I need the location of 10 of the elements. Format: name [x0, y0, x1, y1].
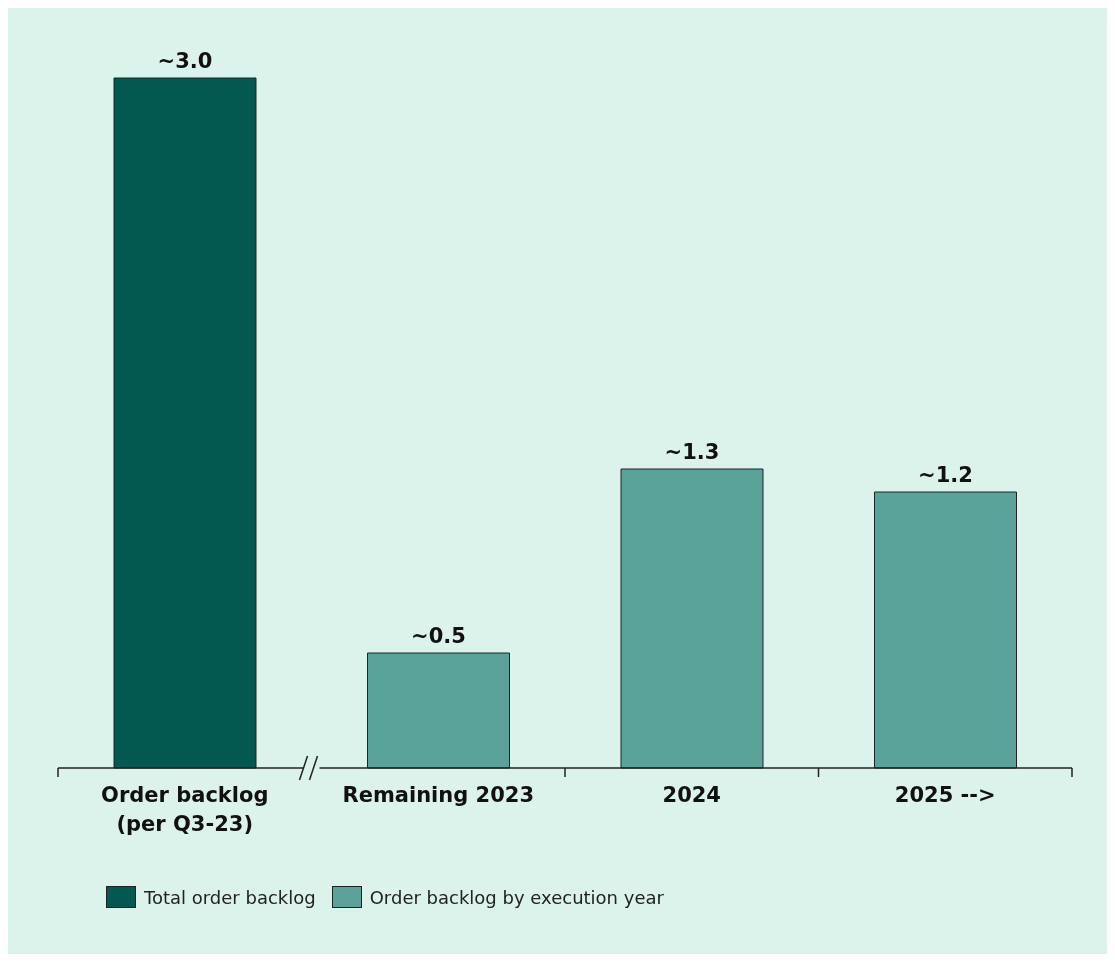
- data-label: ~1.3: [664, 440, 720, 464]
- data-label: ~0.5: [411, 624, 466, 648]
- data-label: ~1.2: [918, 463, 973, 487]
- x-tick-label: 2025 -->: [894, 783, 996, 807]
- legend-label: Order backlog by execution year: [369, 886, 664, 908]
- data-label: ~3.0: [157, 49, 213, 73]
- x-tick-label: 2024: [662, 783, 721, 807]
- x-tick-label: Order backlog (per Q3-23): [101, 783, 269, 836]
- x-tick-label: Remaining 2023: [342, 783, 535, 807]
- legend-label: Total order backlog: [144, 886, 316, 908]
